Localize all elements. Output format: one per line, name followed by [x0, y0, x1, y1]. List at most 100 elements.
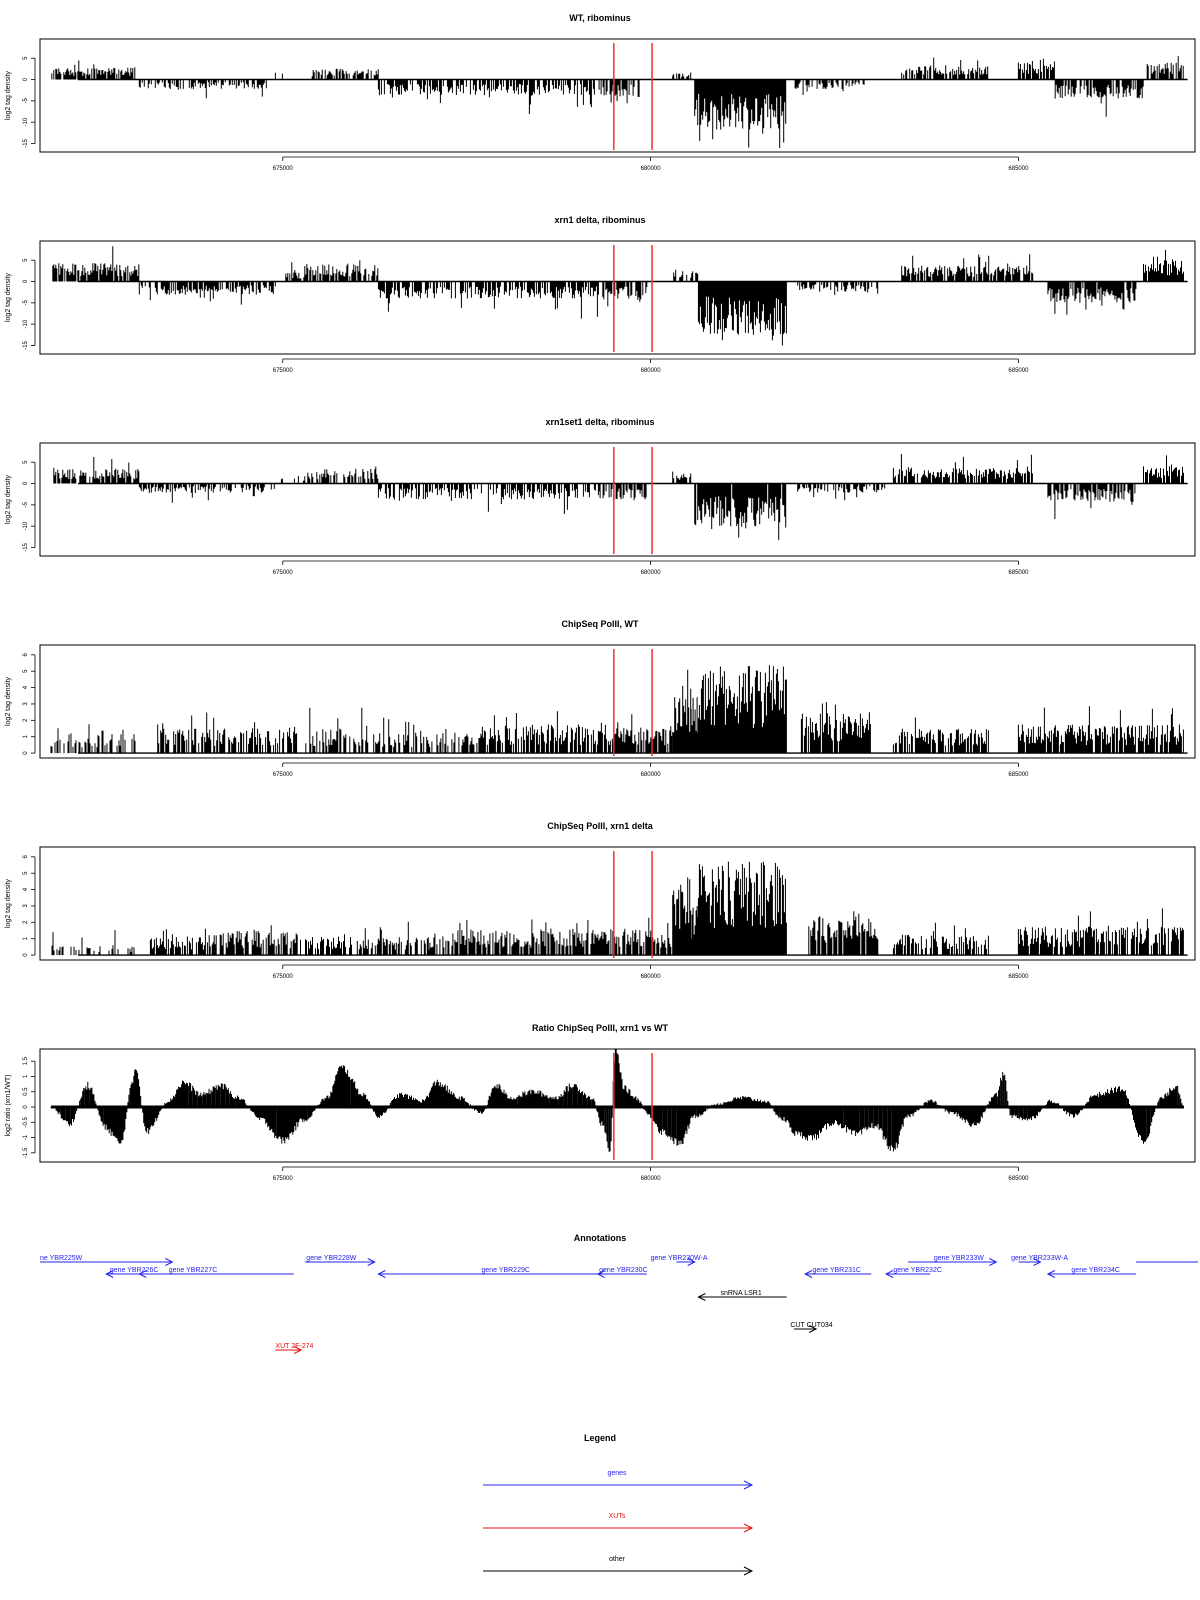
x-tick-label: 685000 — [1008, 1176, 1029, 1182]
signal-region — [138, 483, 275, 503]
y-tick-label: -5 — [23, 502, 29, 508]
signal-bars — [1017, 706, 1184, 754]
annotations-section: Annotations ne YBR225W gene YBR226C gene Y… — [40, 1233, 1198, 1354]
y-axis: 0 1 2 3 4 5 6 — [23, 652, 36, 755]
signal-region — [238, 722, 298, 754]
annotation-label: gene YBR227C — [169, 1267, 218, 1274]
y-tick-label: 0 — [23, 1105, 29, 1109]
signal-region — [697, 665, 787, 754]
signal-bars — [274, 72, 283, 80]
signal-bars — [300, 934, 352, 956]
signal-bars — [794, 79, 865, 95]
signal-bars — [377, 79, 595, 114]
annotation-genes: gene YBR230C — [596, 1267, 648, 1278]
signal-bars — [672, 471, 692, 484]
signal-region — [1143, 250, 1184, 282]
y-tick-label: 1.5 — [23, 1056, 29, 1065]
x-tick-label: 675000 — [273, 772, 294, 778]
y-tick-label: 3 — [23, 702, 29, 706]
signal-bars — [138, 483, 275, 503]
x-tick-label: 685000 — [1008, 772, 1029, 778]
signal-bars — [892, 454, 1033, 484]
x-tick-label: 675000 — [273, 166, 294, 172]
signal-bars — [892, 717, 989, 754]
x-tick-label: 685000 — [1008, 570, 1029, 576]
y-axis: 0 1 2 3 4 5 6 — [23, 854, 36, 957]
signal-region — [52, 246, 140, 282]
arrowhead-left — [803, 1270, 813, 1278]
y-tick-label: -10 — [23, 319, 29, 328]
signal-bars — [365, 717, 431, 754]
annotation-label: gene YBR233W-A — [1011, 1255, 1068, 1262]
y-tick-label: 5 — [23, 460, 29, 464]
y-tick-label: -5 — [23, 300, 29, 306]
y-tick-label: 5 — [23, 669, 29, 673]
signal-bars — [697, 665, 787, 754]
plot-frame — [39, 644, 1196, 759]
signal-region — [901, 57, 989, 80]
signal-region — [377, 483, 599, 514]
signal-bars — [480, 711, 614, 754]
signal-bars — [598, 483, 647, 501]
signal-bars — [602, 281, 648, 307]
x-axis: 675000 680000 685000 — [273, 358, 1029, 374]
y-tick-label: -15 — [23, 138, 29, 147]
y-tick-label: 4 — [23, 887, 29, 891]
annotation-genes: gene YBR227C — [138, 1267, 294, 1278]
signal-region — [1054, 79, 1144, 117]
signal-region — [1047, 483, 1136, 519]
annotation-genes: gene YBR232C — [884, 1267, 942, 1278]
panel-4: ChipSeq PolII, xrn1 delta log2 tag densit… — [5, 821, 1196, 980]
signal-region — [694, 79, 787, 148]
signal-bars — [1054, 79, 1144, 117]
annotation-label: gene YBR229C — [481, 1267, 530, 1274]
annotation-genes: gene YBR229C — [377, 1267, 600, 1278]
signal-region — [892, 922, 989, 956]
signal-bars — [52, 246, 140, 282]
y-tick-label: -10 — [23, 521, 29, 530]
signal-region — [672, 471, 692, 484]
signal-region — [598, 79, 640, 104]
legend-arrowhead-other — [743, 1566, 754, 1576]
signal-bars — [138, 79, 267, 99]
signal-bars — [1017, 58, 1055, 80]
signal-data — [53, 454, 1188, 541]
arrowhead-left — [884, 1270, 894, 1278]
signal-data — [51, 861, 1188, 956]
signal-bars — [1143, 250, 1184, 282]
legend-arrowhead-xuts — [743, 1523, 754, 1533]
signal-region — [53, 457, 140, 484]
signal-bars — [377, 281, 599, 319]
signal-region — [797, 281, 879, 295]
signal-data — [50, 665, 1188, 754]
y-axis: -15 -10 -5 0 5 — [23, 258, 36, 350]
y-tick-label: -5 — [23, 98, 29, 104]
signal-bars — [690, 906, 699, 956]
signal-bars — [901, 254, 1034, 282]
signal-bars — [1017, 908, 1184, 956]
x-tick-label: 680000 — [641, 974, 662, 980]
annotation-label: gene YBR231C — [812, 1267, 861, 1274]
y-tick-label: -10 — [23, 117, 29, 126]
signal-region — [365, 717, 431, 754]
x-tick-label: 685000 — [1008, 166, 1029, 172]
arrowhead-left — [138, 1270, 147, 1278]
signal-region — [149, 928, 208, 956]
y-axis-label: log2 tag density — [5, 474, 12, 524]
signal-region — [429, 919, 614, 956]
panel-2: xrn1set1 delta, ribominus log2 tag densit… — [5, 417, 1196, 576]
annotation-genes: gene YBR230W-A — [651, 1255, 708, 1266]
signal-region — [285, 262, 306, 282]
signal-region — [138, 79, 267, 99]
plot-frame — [39, 442, 1196, 557]
signal-bars — [1143, 455, 1184, 484]
signal-region — [800, 702, 871, 754]
panel-title: Ratio ChipSeq PolII, xrn1 vs WT — [532, 1023, 669, 1033]
signal-region — [480, 711, 614, 754]
y-axis-label: log2 tag density — [5, 70, 12, 120]
y-tick-label: 6 — [23, 652, 29, 656]
y-tick-label: 0 — [23, 77, 29, 81]
signal-region — [377, 79, 595, 114]
y-axis-label: log2 tag density — [5, 272, 12, 322]
